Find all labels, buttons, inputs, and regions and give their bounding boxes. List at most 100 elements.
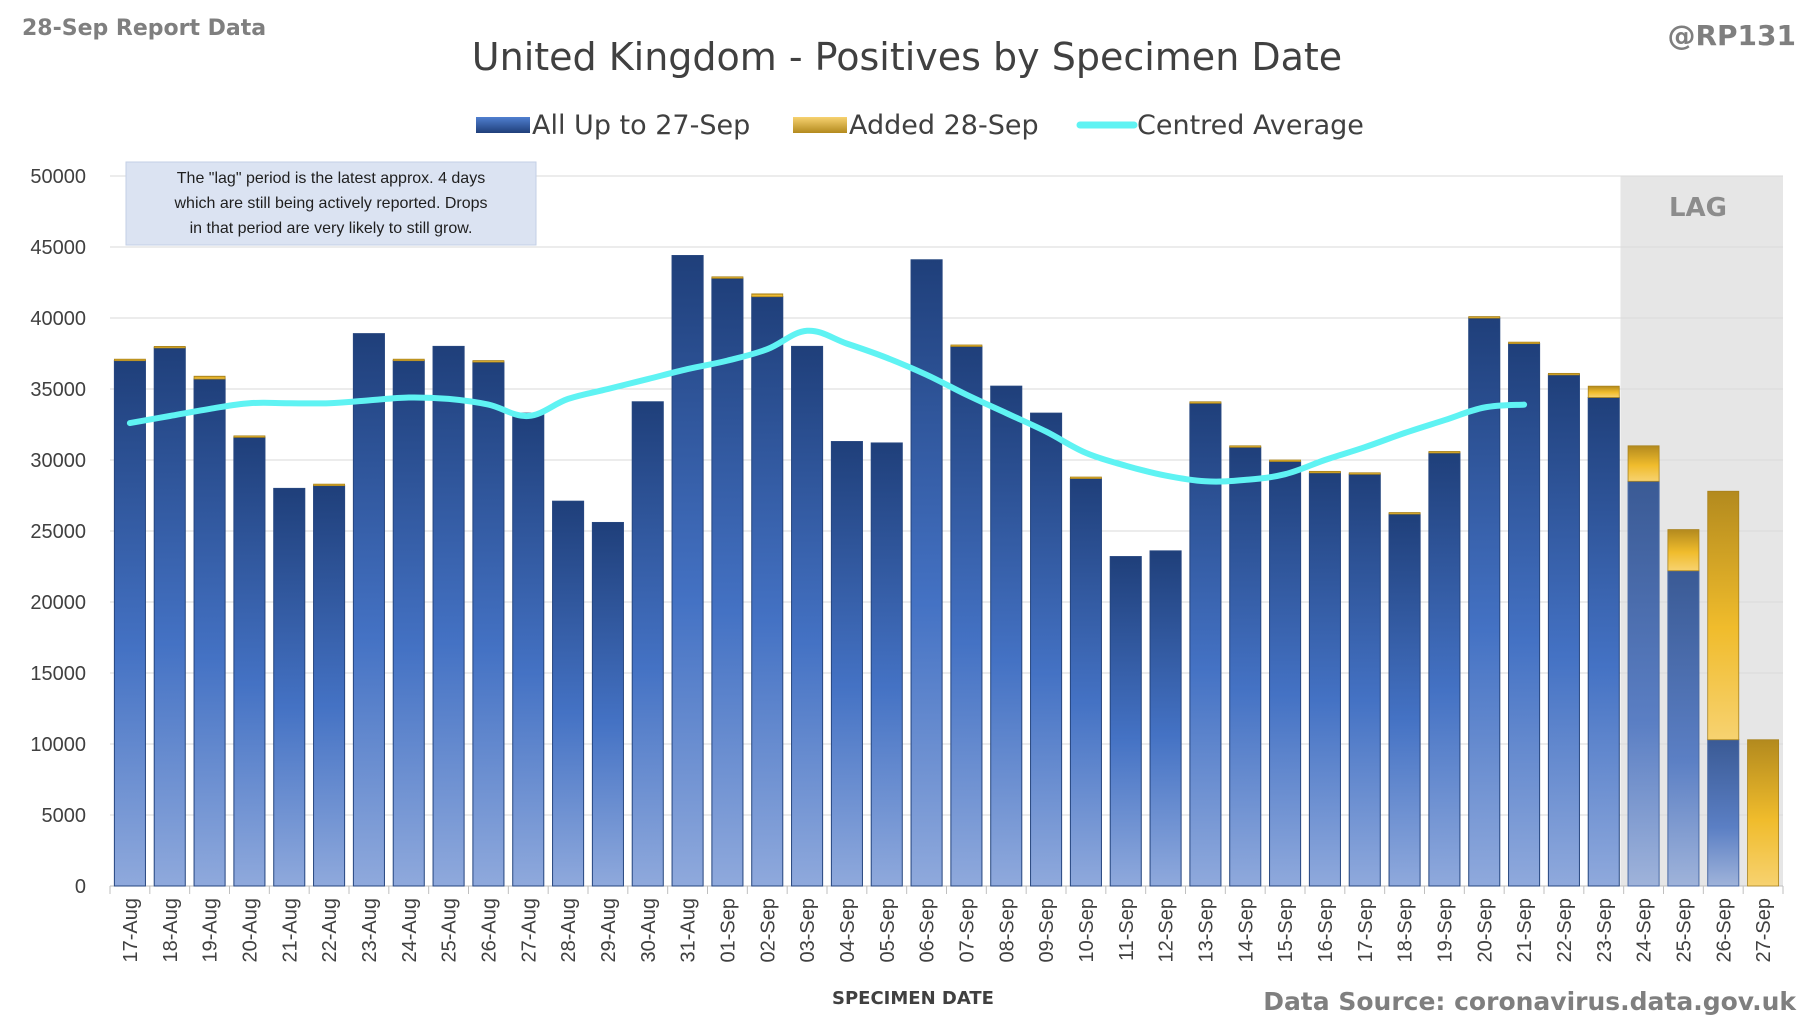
bar-base-20-aug: [233, 436, 266, 887]
bar-base-11-sep: [1109, 556, 1142, 887]
x-tick-label: 18-Sep: [1395, 898, 1417, 963]
annotation-line-2: which are still being actively reported.…: [173, 195, 487, 212]
lag-label: LAG: [1669, 193, 1727, 223]
x-tick-label: 20-Aug: [239, 898, 261, 963]
chart-title: United Kingdom - Positives by Specimen D…: [472, 35, 1342, 79]
y-axis-ticks: 0 5000 10000 15000 20000 25000 30000 35000 40000…: [30, 166, 86, 898]
bar-base-03-sep: [791, 345, 824, 887]
x-tick-label: 21-Aug: [279, 898, 301, 963]
bar-added-26-sep: [1707, 490, 1740, 741]
x-tick-label: 17-Sep: [1355, 898, 1377, 963]
legend: All Up to 27-Sep Added 28-Sep Centred Av…: [476, 110, 1364, 141]
legend-label-all-up-to: All Up to 27-Sep: [532, 110, 750, 141]
bar-added-10-sep: [1069, 476, 1102, 479]
bar-base-22-sep: [1547, 374, 1580, 887]
report-label: 28-Sep Report Data: [22, 16, 266, 41]
bar-base-26-sep: [1707, 739, 1740, 887]
y-tick-label: 40000: [30, 308, 86, 330]
y-tick-label: 5000: [42, 805, 87, 827]
y-tick-label: 45000: [30, 237, 86, 259]
bar-added-17-sep: [1348, 472, 1381, 475]
x-tick-label: 22-Sep: [1554, 898, 1576, 963]
annotation-box: The "lag" period is the latest approx. 4…: [125, 161, 537, 246]
x-tick-label: 11-Sep: [1116, 898, 1138, 961]
x-tick-label: 24-Aug: [399, 898, 421, 963]
bar-base-09-sep: [1030, 412, 1063, 887]
y-gridlines: [110, 175, 1783, 887]
x-tick-label: 07-Sep: [956, 898, 978, 963]
x-tick-label: 30-Aug: [638, 898, 660, 963]
y-tick-label: 30000: [30, 450, 86, 472]
bar-base-22-aug: [313, 485, 346, 887]
x-tick-label: 02-Sep: [757, 898, 779, 963]
bar-base-06-sep: [910, 259, 943, 887]
x-tick-label: 22-Aug: [319, 898, 341, 963]
x-tick-label: 23-Aug: [359, 898, 381, 963]
bar-base-05-sep: [870, 442, 903, 887]
x-tick-label: 18-Aug: [160, 898, 182, 963]
bar-added-18-aug: [153, 345, 186, 349]
bar-base-28-aug: [552, 500, 585, 887]
x-tick-label: 19-Sep: [1434, 898, 1456, 963]
x-tick-label: 24-Sep: [1634, 898, 1656, 963]
bar-base-12-sep: [1149, 550, 1182, 887]
x-tick-label: 15-Sep: [1275, 898, 1297, 963]
x-tick-label: 08-Sep: [996, 898, 1018, 963]
y-tick-label: 0: [75, 876, 86, 898]
bar-added-17-aug: [113, 358, 146, 362]
y-tick-label: 20000: [30, 592, 86, 614]
bar-added-22-sep: [1547, 372, 1580, 376]
bar-added-21-sep: [1508, 341, 1541, 345]
bar-base-30-aug: [631, 401, 664, 887]
x-tick-label: 14-Sep: [1235, 898, 1257, 963]
bar-base-29-aug: [591, 521, 624, 887]
x-tick-label: 31-Aug: [678, 898, 700, 963]
y-tick-label: 35000: [30, 379, 86, 401]
bar-base-16-sep: [1308, 472, 1341, 887]
bar-added-07-sep: [950, 344, 983, 347]
bar-added-18-sep: [1388, 512, 1421, 515]
bar-added-14-sep: [1229, 445, 1262, 448]
x-tick-label: 17-Aug: [120, 898, 142, 963]
bar-base-25-sep: [1667, 570, 1700, 887]
bar-added-13-sep: [1189, 401, 1222, 404]
legend-swatch-added: [793, 117, 847, 133]
legend-swatch-all-up-to: [476, 117, 530, 133]
y-tick-label: 15000: [30, 663, 86, 685]
bar-added-20-aug: [233, 435, 266, 438]
data-source: Data Source: coronavirus.data.gov.uk: [1263, 987, 1797, 1016]
bar-base-15-sep: [1269, 460, 1302, 887]
bar-base-20-sep: [1468, 317, 1501, 887]
bar-base-23-sep: [1587, 397, 1620, 887]
bar-added-27-sep: [1747, 739, 1780, 887]
bar-added-25-sep: [1667, 529, 1700, 572]
bar-added-19-sep: [1428, 451, 1461, 454]
y-tick-label: 10000: [30, 734, 86, 756]
bar-base-19-sep: [1428, 452, 1461, 887]
x-axis-title: SPECIMEN DATE: [832, 988, 994, 1009]
x-tick-label: 26-Sep: [1713, 898, 1735, 963]
x-tick-label: 06-Sep: [917, 898, 939, 963]
x-tick-label: 29-Aug: [598, 898, 620, 963]
bar-base-21-sep: [1508, 343, 1541, 887]
author-handle: @RP131: [1667, 19, 1796, 52]
y-tick-label: 50000: [30, 166, 86, 188]
y-tick-label: 25000: [30, 521, 86, 543]
bar-base-17-aug: [113, 360, 146, 887]
bar-added-24-sep: [1627, 445, 1660, 482]
bar-added-16-sep: [1308, 470, 1341, 474]
x-tick-label: 13-Sep: [1195, 898, 1217, 963]
bar-added-01-sep: [711, 276, 744, 279]
bar-added-26-aug: [472, 360, 505, 363]
bar-added-24-aug: [392, 358, 425, 362]
bar-added-15-sep: [1269, 459, 1302, 462]
bar-base-23-aug: [352, 333, 385, 887]
bar-base-14-sep: [1229, 446, 1262, 887]
bar-base-10-sep: [1069, 477, 1102, 887]
x-tick-label: 23-Sep: [1594, 898, 1616, 963]
x-tick-label: 12-Sep: [1156, 898, 1178, 963]
bar-base-24-aug: [392, 360, 425, 887]
bar-added-19-aug: [193, 375, 226, 380]
bar-base-18-sep: [1388, 513, 1421, 887]
